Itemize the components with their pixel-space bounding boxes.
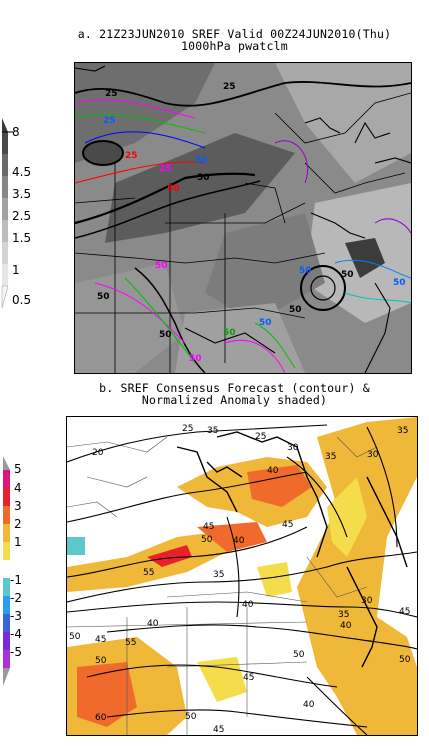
consensus-contour-label: 40 — [267, 466, 279, 476]
panel-b-cb-label: -4 — [10, 627, 22, 641]
panel-b-colorbar: 5 4 3 2 1 -1 -2 -3 -4 -5 — [0, 456, 60, 706]
panel-a-colorbar-graphic — [1, 118, 14, 309]
panel-a-cb-label: 1 — [12, 263, 20, 277]
panel-a-cb-label: 0.5 — [12, 293, 32, 307]
consensus-contour-label: 50 — [95, 656, 107, 666]
panel-b-cb-label: 3 — [14, 499, 22, 513]
panel-b-cb-label: 4 — [14, 481, 22, 495]
pwat-contour-label: 50 — [289, 305, 302, 315]
panel-b-map-graphic: 20 25 25 30 35 35 30 35 40 45 45 50 40 5… — [67, 417, 417, 735]
panel-a-map: 25 25 25 25 25 50 50 50 50 50 50 50 50 5… — [74, 62, 412, 374]
pwat-contour-label: 50 — [259, 318, 272, 328]
consensus-contour-label: 50 — [185, 712, 197, 722]
pwat-contour-label: 50 — [341, 270, 354, 280]
pwat-contour-label: 25 — [159, 164, 172, 174]
pwat-contour-label: 50 — [159, 330, 172, 340]
pwat-contour-label: 50 — [189, 354, 202, 364]
panel-a-title-line1: a. 21Z23JUN2010 SREF Valid 00Z24JUN2010(… — [77, 27, 392, 41]
pwat-contour-label: 25 — [105, 89, 118, 99]
consensus-contour-label: 50 — [69, 632, 81, 642]
pwat-contour-label: 50 — [393, 278, 406, 288]
consensus-contour-label: 25 — [255, 432, 266, 442]
panel-a-colorbar: 8 4.5 3.5 2.5 1.5 1 0.5 — [0, 118, 60, 333]
consensus-contour-label: 60 — [95, 713, 107, 723]
consensus-contour-label: 35 — [338, 610, 349, 620]
consensus-contour-label: 30 — [287, 443, 299, 453]
consensus-contour-label: 50 — [293, 650, 305, 660]
consensus-contour-label: 30 — [361, 596, 373, 606]
panel-b-colorbar-graphic — [3, 456, 10, 686]
consensus-contour-label: 40 — [303, 700, 315, 710]
panel-b-cb-label: -5 — [10, 645, 22, 659]
pwat-contour-label: 50 — [223, 328, 236, 338]
panel-b-title-line2: Normalized Anomaly shaded) — [141, 393, 328, 407]
consensus-contour-label: 25 — [182, 424, 193, 434]
pwat-contour-label: 25 — [103, 116, 116, 126]
consensus-contour-label: 35 — [213, 570, 224, 580]
consensus-contour-label: 45 — [213, 725, 224, 735]
panel-a-cb-label: 8 — [12, 125, 20, 139]
consensus-contour-label: 35 — [325, 452, 336, 462]
pwat-contour-label: 25 — [223, 82, 236, 92]
consensus-contour-label: 35 — [397, 426, 408, 436]
consensus-contour-label: 45 — [203, 522, 214, 532]
consensus-contour-label: 45 — [399, 607, 410, 617]
consensus-contour-label: 55 — [143, 568, 154, 578]
consensus-contour-label: 40 — [242, 600, 254, 610]
consensus-contour-label: 30 — [367, 450, 379, 460]
panel-a-cb-label: 4.5 — [12, 165, 32, 179]
panel-b-map: 20 25 25 30 35 35 30 35 40 45 45 50 40 5… — [66, 416, 418, 736]
consensus-contour-label: 50 — [201, 535, 213, 545]
panel-a-cb-label: 2.5 — [12, 209, 32, 223]
panel-b-cb-label: -2 — [10, 591, 22, 605]
pwat-contour-label: 25 — [125, 151, 138, 161]
consensus-contour-label: 45 — [282, 520, 293, 530]
panel-a-map-graphic: 25 25 25 25 25 50 50 50 50 50 50 50 50 5… — [75, 63, 411, 373]
panel-a-title-line2: 1000hPa pwatclm — [181, 39, 288, 53]
consensus-contour-label: 40 — [147, 619, 159, 629]
pwat-contour-label: 50 — [155, 261, 168, 271]
pwat-contour-label: 50 — [167, 184, 180, 194]
consensus-contour-label: 45 — [243, 673, 254, 683]
pwat-contour-label: 50 — [299, 266, 312, 276]
panel-b-cb-label: 2 — [14, 517, 22, 531]
consensus-contour-label: 45 — [95, 635, 106, 645]
consensus-contour-label: 35 — [207, 426, 218, 436]
pwat-contour-label: 50 — [197, 173, 210, 183]
pwat-contour-label: 50 — [97, 292, 110, 302]
consensus-contour-label: 20 — [92, 448, 104, 458]
pwat-contour-label: 50 — [195, 156, 208, 166]
panel-b-title-line1: b. SREF Consensus Forecast (contour) & — [99, 381, 370, 395]
panel-a-cb-label: 1.5 — [12, 231, 32, 245]
consensus-contour-label: 55 — [125, 638, 136, 648]
panel-b-cb-label: -3 — [10, 609, 22, 623]
panel-a-cb-label: 3.5 — [12, 187, 32, 201]
consensus-contour-label: 50 — [399, 655, 411, 665]
panel-b-cb-label: -1 — [10, 573, 22, 587]
consensus-contour-label: 40 — [233, 536, 245, 546]
panel-b-cb-label: 5 — [14, 462, 22, 476]
consensus-contour-label: 40 — [340, 621, 352, 631]
panel-b-cb-label: 1 — [14, 535, 22, 549]
